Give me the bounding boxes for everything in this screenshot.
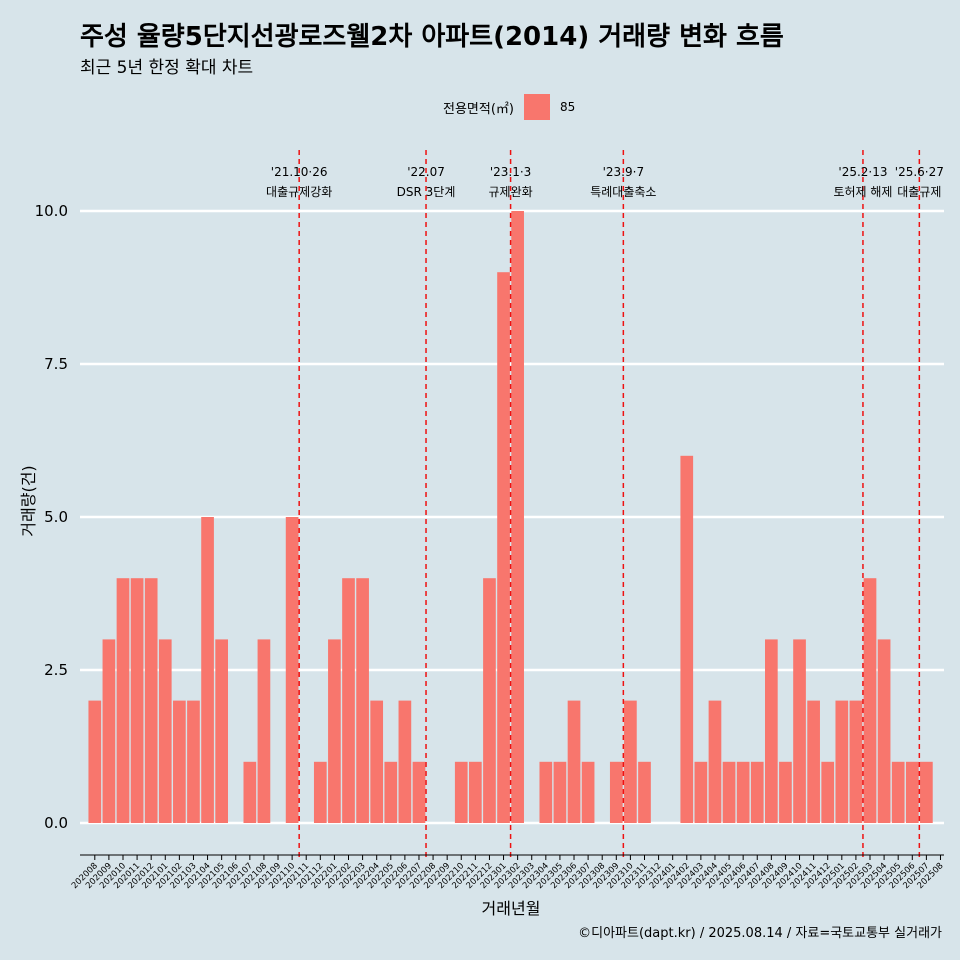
bar [750, 761, 764, 823]
y-tick-label: 10.0 [35, 202, 68, 220]
bar [384, 761, 398, 823]
legend: 전용면적(㎡) 85 [443, 92, 575, 122]
bar [567, 700, 581, 823]
bar [469, 761, 482, 823]
bar [722, 761, 736, 823]
event-date-label: '23.9·7 [603, 165, 644, 179]
event-description-label: 규제완화 [489, 185, 533, 199]
legend-item-label: 85 [559, 100, 576, 114]
event-date-label: '25.2·13 [838, 165, 887, 179]
bar [877, 639, 891, 823]
y-tick-label: 0.0 [44, 814, 68, 832]
bar [412, 761, 426, 823]
x-axis-label: 거래년월 [482, 899, 541, 918]
bar [328, 639, 341, 823]
event-description-label: 토허제 해제 [833, 185, 892, 199]
event-description-label: 특례대출축소 [590, 185, 656, 199]
bar [694, 761, 708, 823]
bar [243, 761, 257, 823]
bar [905, 761, 919, 823]
y-tick-label: 5.0 [44, 508, 68, 526]
bar [764, 639, 778, 823]
legend-swatch [523, 94, 550, 120]
bar [539, 761, 553, 823]
bar [497, 272, 510, 823]
bar [173, 700, 186, 823]
bars [88, 211, 933, 823]
event-description-label: 대출규제강화 [266, 185, 332, 199]
event-description-label: DSR 3단계 [397, 185, 456, 199]
bar [581, 761, 595, 823]
bar [398, 700, 412, 823]
bar [680, 455, 694, 823]
bar [370, 700, 384, 823]
bar [511, 211, 524, 823]
bar [638, 761, 651, 823]
bar [609, 761, 623, 823]
bar [313, 761, 327, 823]
x-axis: 2020082020092020102020112020122021012021… [70, 854, 946, 891]
bar [201, 517, 214, 823]
bar [356, 578, 369, 823]
bar [342, 578, 355, 823]
bar [849, 700, 863, 823]
source-caption: ©디아파트(dapt.kr) / 2025.08.14 / 자료=국토교통부 실… [578, 926, 942, 941]
chart-subtitle: 최근 5년 한정 확대 차트 [80, 58, 254, 78]
event-annotations: '21.10·26 대출규제강화 '22.07 DSR 3단계 '23.1·3 규제완화 '… [266, 150, 944, 858]
bar [454, 761, 468, 823]
chart-title: 주성 율량5단지선광로즈웰2차 아파트(2014) 거래량 변화 흐름 [80, 22, 784, 52]
event-date-label: '25.6·27 [895, 165, 944, 179]
bar [187, 700, 200, 823]
bar [144, 578, 158, 823]
event-date-label: '23.1·3 [490, 165, 531, 179]
bar [158, 639, 172, 823]
bar [891, 761, 905, 823]
bar [553, 761, 567, 823]
y-axis: 0.0 2.5 5.0 7.5 10.0 [35, 202, 68, 832]
legend-title: 전용면적(㎡) [443, 101, 514, 117]
bar [863, 578, 877, 823]
bar [483, 578, 496, 823]
y-tick-label: 2.5 [44, 661, 68, 679]
y-axis-label: 거래량(건) [19, 465, 38, 536]
bar [736, 761, 750, 823]
bar [793, 639, 806, 823]
event-date-label: '22.07 [407, 165, 445, 179]
bar [920, 761, 933, 823]
event-date-label: '21.10·26 [271, 165, 328, 179]
bar [624, 700, 637, 823]
bar [285, 517, 299, 823]
bar [130, 578, 144, 823]
bar [708, 700, 722, 823]
bar [821, 761, 835, 823]
bar [88, 700, 102, 823]
y-tick-label: 7.5 [44, 355, 68, 373]
bar [102, 639, 116, 823]
bar [116, 578, 130, 823]
bar [215, 639, 228, 823]
event-description-label: 대출규제 [897, 185, 941, 199]
bar [257, 639, 271, 823]
bar [835, 700, 849, 823]
bar [779, 761, 792, 823]
bar [807, 700, 820, 823]
